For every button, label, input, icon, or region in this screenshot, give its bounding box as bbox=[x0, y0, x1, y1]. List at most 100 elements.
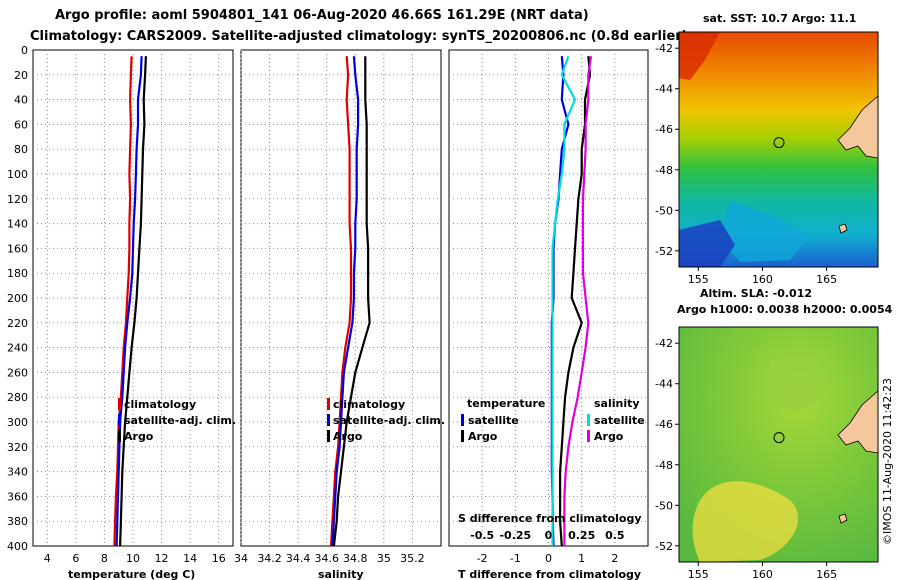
sst-cold-patch bbox=[720, 200, 810, 262]
depth-tick-label: 240 bbox=[7, 342, 28, 355]
depth-tick-label: 380 bbox=[7, 515, 28, 528]
x-tick-label: 8 bbox=[101, 552, 108, 565]
sst-map-frame bbox=[678, 31, 879, 268]
legend-swatch-argo bbox=[327, 430, 330, 442]
legend-swatch-satellite-adj bbox=[118, 414, 121, 426]
x-top-tick-label: 0.5 bbox=[605, 529, 625, 542]
x-tick-label: 34.2 bbox=[257, 552, 282, 565]
legend-swatch-t-argo bbox=[461, 430, 464, 442]
x-tick-label: -1 bbox=[510, 552, 521, 565]
map-lat-label: -52 bbox=[655, 540, 673, 553]
sla-map-axes: -42 -44 -46 -48 -50 -52 155 160 165 bbox=[655, 337, 837, 580]
legend-title-salinity: salinity bbox=[594, 397, 640, 410]
sla-mid-patch bbox=[765, 357, 822, 411]
legend-title-temperature: temperature bbox=[467, 397, 545, 410]
land-auckland-islands bbox=[838, 223, 848, 234]
x-tick-label: 34.4 bbox=[286, 552, 311, 565]
land-south-island bbox=[837, 390, 878, 454]
map-lat-label: -46 bbox=[655, 123, 673, 136]
legend-label-t-argo: Argo bbox=[468, 430, 498, 443]
legend-label-s-argo: Argo bbox=[594, 430, 624, 443]
series-line-satellite-adj-clim- bbox=[115, 56, 143, 547]
difference-x-axis: -2 -1 0 1 2 bbox=[477, 552, 619, 565]
depth-tick-label: 20 bbox=[14, 69, 28, 82]
argo-position-marker bbox=[773, 432, 785, 444]
difference-grid bbox=[449, 50, 648, 546]
x-tick-label: 34 bbox=[234, 552, 248, 565]
depth-tick-label: 360 bbox=[7, 490, 28, 503]
temperature-legend: climatology satellite-adj. clim. Argo bbox=[118, 398, 236, 443]
map-lon-label: 160 bbox=[752, 568, 773, 580]
x-top-tick-label: -0.25 bbox=[499, 529, 531, 542]
legend-swatch-climatology bbox=[327, 398, 330, 410]
series-line-argo bbox=[332, 56, 371, 547]
legend-label-satellite-adj: satellite-adj. clim. bbox=[333, 414, 445, 427]
depth-tick-label: 40 bbox=[14, 94, 28, 107]
depth-axis: 0 20 40 60 80 100 120 140 160 180 200 220 240 260 280 3… bbox=[7, 44, 28, 553]
series-line-salinity-satellite bbox=[551, 55, 577, 546]
x-tick-label: 1 bbox=[578, 552, 585, 565]
legend-swatch-satellite-adj bbox=[327, 414, 330, 426]
difference-panel: -2 -1 0 1 2 -0.5 -0.25 0 0.25 0.5 S difference f… bbox=[448, 49, 649, 580]
depth-tick-label: 300 bbox=[7, 416, 28, 429]
map-lat-label: -42 bbox=[655, 337, 673, 350]
temperature-lines bbox=[113, 56, 147, 547]
series-line-salinity-argo bbox=[563, 56, 593, 546]
series-line-temperature-argo bbox=[558, 56, 592, 547]
x-tick-label: 12 bbox=[155, 552, 169, 565]
map-lon-label: 155 bbox=[688, 273, 709, 286]
depth-tick-label: 80 bbox=[14, 143, 28, 156]
depth-tick-label: 220 bbox=[7, 317, 28, 330]
imos-timestamp: ©IMOS 11-Aug-2020 11:42:23 bbox=[881, 378, 894, 545]
depth-tick-label: 120 bbox=[7, 193, 28, 206]
sla-map-title: Altim. SLA: -0.012 bbox=[700, 287, 812, 300]
depth-tick-label: 280 bbox=[7, 391, 28, 404]
depth-tick-label: 100 bbox=[7, 168, 28, 181]
depth-tick-label: 400 bbox=[7, 540, 28, 553]
x-tick-label: 2 bbox=[611, 552, 618, 565]
x-tick-label: 16 bbox=[212, 552, 226, 565]
depth-tick-label: 260 bbox=[7, 366, 28, 379]
map-lat-label: -50 bbox=[655, 204, 673, 217]
depth-tick-label: 340 bbox=[7, 466, 28, 479]
legend-label-climatology: climatology bbox=[333, 398, 405, 411]
legend-label-satellite-adj: satellite-adj. clim. bbox=[124, 414, 236, 427]
legend-label-s-satellite: satellite bbox=[594, 414, 645, 427]
series-line-climatology bbox=[113, 56, 133, 547]
depth-tick-label: 0 bbox=[21, 44, 28, 57]
sst-warm-patch bbox=[679, 32, 720, 80]
x-tick-label: 0 bbox=[545, 552, 552, 565]
temperature-panel: 0 20 40 60 80 100 120 140 160 180 200 220 240 260 280 3… bbox=[7, 44, 236, 580]
map-lon-label: 155 bbox=[688, 568, 709, 580]
depth-tick-label: 140 bbox=[7, 218, 28, 231]
map-lat-label: -48 bbox=[655, 459, 673, 472]
map-lat-label: -48 bbox=[655, 164, 673, 177]
t-difference-label: T difference from climatology bbox=[458, 568, 641, 580]
salinity-grid bbox=[240, 50, 441, 546]
title-line-1: Argo profile: aoml 5904801_141 06-Aug-20… bbox=[55, 8, 589, 23]
x-top-tick-label: 0.25 bbox=[568, 529, 595, 542]
series-line-climatology bbox=[329, 56, 353, 547]
sla-map-subtitle: Argo h1000: 0.0038 h2000: 0.0054 bbox=[677, 303, 893, 316]
salinity-lines bbox=[329, 56, 371, 547]
map-lat-label: -52 bbox=[655, 245, 673, 258]
series-line-argo bbox=[119, 56, 147, 547]
sla-map-frame bbox=[678, 326, 879, 563]
temperature-xlabel: temperature (deg C) bbox=[68, 568, 195, 580]
depth-tick-label: 200 bbox=[7, 292, 28, 305]
depth-tick-label: 60 bbox=[14, 118, 28, 131]
legend-swatch-climatology bbox=[118, 398, 121, 410]
map-lat-label: -46 bbox=[655, 418, 673, 431]
argo-position-marker bbox=[773, 137, 785, 149]
legend-label-climatology: climatology bbox=[124, 398, 196, 411]
map-lon-label: 165 bbox=[816, 273, 837, 286]
map-lon-label: 160 bbox=[752, 273, 773, 286]
salinity-legend: climatology satellite-adj. clim. Argo bbox=[327, 398, 445, 443]
salinity-x-axis: 34 34.2 34.4 34.6 34.8 35 35.2 bbox=[234, 552, 425, 565]
depth-tick-label: 180 bbox=[7, 267, 28, 280]
land-south-island bbox=[837, 95, 878, 159]
x-tick-label: 4 bbox=[44, 552, 51, 565]
legend-swatch-t-satellite bbox=[461, 414, 464, 426]
x-tick-label: 14 bbox=[183, 552, 197, 565]
